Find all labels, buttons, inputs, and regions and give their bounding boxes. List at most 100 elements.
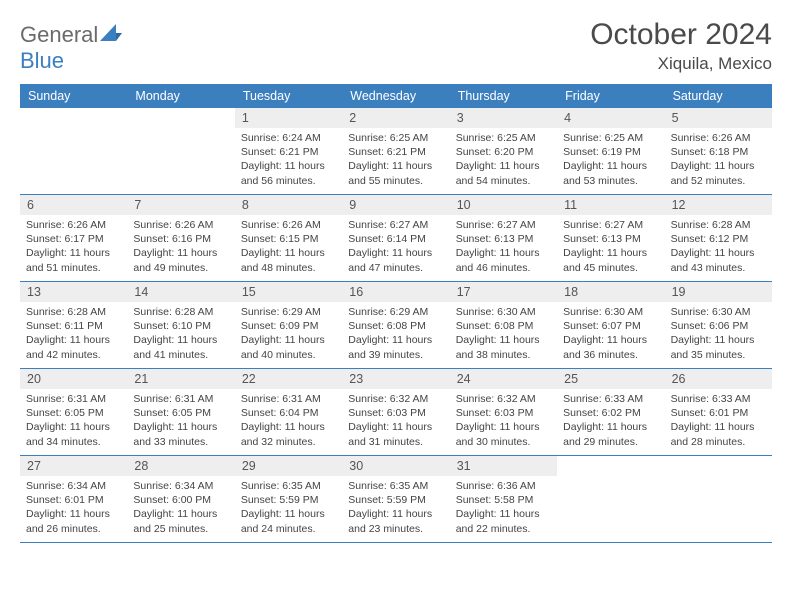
- day-details: Sunrise: 6:34 AMSunset: 6:01 PMDaylight:…: [20, 476, 127, 540]
- day-cell: [20, 108, 127, 194]
- day-number: 13: [20, 282, 127, 302]
- day-number: 14: [127, 282, 234, 302]
- day-number: 11: [557, 195, 664, 215]
- day-cell: 14Sunrise: 6:28 AMSunset: 6:10 PMDayligh…: [127, 282, 234, 368]
- day-number: 24: [450, 369, 557, 389]
- sail-icon: [100, 22, 122, 48]
- header: GeneralBlue October 2024 Xiquila, Mexico: [20, 18, 772, 74]
- logo-word-1: General: [20, 22, 98, 47]
- day-details: Sunrise: 6:30 AMSunset: 6:07 PMDaylight:…: [557, 302, 664, 366]
- week-row: 13Sunrise: 6:28 AMSunset: 6:11 PMDayligh…: [20, 282, 772, 369]
- day-number: 5: [665, 108, 772, 128]
- day-details: Sunrise: 6:26 AMSunset: 6:18 PMDaylight:…: [665, 128, 772, 192]
- day-details: Sunrise: 6:35 AMSunset: 5:59 PMDaylight:…: [235, 476, 342, 540]
- day-number: 19: [665, 282, 772, 302]
- title-block: October 2024 Xiquila, Mexico: [590, 18, 772, 74]
- day-details: Sunrise: 6:36 AMSunset: 5:58 PMDaylight:…: [450, 476, 557, 540]
- day-number: 29: [235, 456, 342, 476]
- day-cell: 9Sunrise: 6:27 AMSunset: 6:14 PMDaylight…: [342, 195, 449, 281]
- day-details: Sunrise: 6:28 AMSunset: 6:11 PMDaylight:…: [20, 302, 127, 366]
- day-cell: 20Sunrise: 6:31 AMSunset: 6:05 PMDayligh…: [20, 369, 127, 455]
- week-row: 1Sunrise: 6:24 AMSunset: 6:21 PMDaylight…: [20, 108, 772, 195]
- day-details: Sunrise: 6:31 AMSunset: 6:05 PMDaylight:…: [20, 389, 127, 453]
- day-header: Tuesday: [235, 84, 342, 108]
- day-cell: 1Sunrise: 6:24 AMSunset: 6:21 PMDaylight…: [235, 108, 342, 194]
- day-header: Monday: [127, 84, 234, 108]
- week-row: 20Sunrise: 6:31 AMSunset: 6:05 PMDayligh…: [20, 369, 772, 456]
- location: Xiquila, Mexico: [590, 54, 772, 74]
- day-cell: 3Sunrise: 6:25 AMSunset: 6:20 PMDaylight…: [450, 108, 557, 194]
- day-details: Sunrise: 6:29 AMSunset: 6:08 PMDaylight:…: [342, 302, 449, 366]
- day-cell: 16Sunrise: 6:29 AMSunset: 6:08 PMDayligh…: [342, 282, 449, 368]
- week-row: 27Sunrise: 6:34 AMSunset: 6:01 PMDayligh…: [20, 456, 772, 543]
- day-cell: 28Sunrise: 6:34 AMSunset: 6:00 PMDayligh…: [127, 456, 234, 542]
- day-cell: 11Sunrise: 6:27 AMSunset: 6:13 PMDayligh…: [557, 195, 664, 281]
- day-number: 16: [342, 282, 449, 302]
- day-number: 10: [450, 195, 557, 215]
- day-number: 30: [342, 456, 449, 476]
- day-number: 23: [342, 369, 449, 389]
- day-cell: 19Sunrise: 6:30 AMSunset: 6:06 PMDayligh…: [665, 282, 772, 368]
- day-details: Sunrise: 6:30 AMSunset: 6:06 PMDaylight:…: [665, 302, 772, 366]
- day-details: Sunrise: 6:25 AMSunset: 6:19 PMDaylight:…: [557, 128, 664, 192]
- day-number: 31: [450, 456, 557, 476]
- day-details: Sunrise: 6:34 AMSunset: 6:00 PMDaylight:…: [127, 476, 234, 540]
- calendar: SundayMondayTuesdayWednesdayThursdayFrid…: [20, 84, 772, 543]
- day-number: 7: [127, 195, 234, 215]
- day-number: 28: [127, 456, 234, 476]
- day-details: Sunrise: 6:29 AMSunset: 6:09 PMDaylight:…: [235, 302, 342, 366]
- logo-text: GeneralBlue: [20, 22, 122, 74]
- day-details: Sunrise: 6:32 AMSunset: 6:03 PMDaylight:…: [342, 389, 449, 453]
- day-header: Sunday: [20, 84, 127, 108]
- day-cell: 22Sunrise: 6:31 AMSunset: 6:04 PMDayligh…: [235, 369, 342, 455]
- day-details: Sunrise: 6:33 AMSunset: 6:02 PMDaylight:…: [557, 389, 664, 453]
- day-number: 6: [20, 195, 127, 215]
- day-number: 9: [342, 195, 449, 215]
- day-details: Sunrise: 6:26 AMSunset: 6:15 PMDaylight:…: [235, 215, 342, 279]
- day-cell: 15Sunrise: 6:29 AMSunset: 6:09 PMDayligh…: [235, 282, 342, 368]
- logo-word-2: Blue: [20, 48, 64, 73]
- day-cell: [127, 108, 234, 194]
- day-cell: 10Sunrise: 6:27 AMSunset: 6:13 PMDayligh…: [450, 195, 557, 281]
- day-cell: 6Sunrise: 6:26 AMSunset: 6:17 PMDaylight…: [20, 195, 127, 281]
- day-number: 8: [235, 195, 342, 215]
- day-cell: 17Sunrise: 6:30 AMSunset: 6:08 PMDayligh…: [450, 282, 557, 368]
- day-cell: [557, 456, 664, 542]
- day-cell: 24Sunrise: 6:32 AMSunset: 6:03 PMDayligh…: [450, 369, 557, 455]
- day-details: Sunrise: 6:27 AMSunset: 6:13 PMDaylight:…: [450, 215, 557, 279]
- day-number: 22: [235, 369, 342, 389]
- day-number: 25: [557, 369, 664, 389]
- day-number: 17: [450, 282, 557, 302]
- day-header: Saturday: [665, 84, 772, 108]
- day-details: Sunrise: 6:27 AMSunset: 6:14 PMDaylight:…: [342, 215, 449, 279]
- day-details: Sunrise: 6:26 AMSunset: 6:17 PMDaylight:…: [20, 215, 127, 279]
- day-details: Sunrise: 6:25 AMSunset: 6:20 PMDaylight:…: [450, 128, 557, 192]
- day-number: 2: [342, 108, 449, 128]
- day-number: [665, 456, 772, 476]
- day-cell: 23Sunrise: 6:32 AMSunset: 6:03 PMDayligh…: [342, 369, 449, 455]
- day-number: 18: [557, 282, 664, 302]
- day-number: [557, 456, 664, 476]
- day-details: Sunrise: 6:35 AMSunset: 5:59 PMDaylight:…: [342, 476, 449, 540]
- day-cell: 7Sunrise: 6:26 AMSunset: 6:16 PMDaylight…: [127, 195, 234, 281]
- day-details: Sunrise: 6:30 AMSunset: 6:08 PMDaylight:…: [450, 302, 557, 366]
- day-cell: 29Sunrise: 6:35 AMSunset: 5:59 PMDayligh…: [235, 456, 342, 542]
- day-details: Sunrise: 6:27 AMSunset: 6:13 PMDaylight:…: [557, 215, 664, 279]
- day-details: Sunrise: 6:25 AMSunset: 6:21 PMDaylight:…: [342, 128, 449, 192]
- day-cell: 13Sunrise: 6:28 AMSunset: 6:11 PMDayligh…: [20, 282, 127, 368]
- day-cell: 30Sunrise: 6:35 AMSunset: 5:59 PMDayligh…: [342, 456, 449, 542]
- day-number: 26: [665, 369, 772, 389]
- day-cell: 5Sunrise: 6:26 AMSunset: 6:18 PMDaylight…: [665, 108, 772, 194]
- day-number: 1: [235, 108, 342, 128]
- day-cell: 4Sunrise: 6:25 AMSunset: 6:19 PMDaylight…: [557, 108, 664, 194]
- day-cell: 2Sunrise: 6:25 AMSunset: 6:21 PMDaylight…: [342, 108, 449, 194]
- day-cell: [665, 456, 772, 542]
- day-number: 3: [450, 108, 557, 128]
- day-number: [127, 108, 234, 128]
- day-header-row: SundayMondayTuesdayWednesdayThursdayFrid…: [20, 84, 772, 108]
- day-details: Sunrise: 6:33 AMSunset: 6:01 PMDaylight:…: [665, 389, 772, 453]
- day-number: 27: [20, 456, 127, 476]
- day-number: 4: [557, 108, 664, 128]
- day-cell: 26Sunrise: 6:33 AMSunset: 6:01 PMDayligh…: [665, 369, 772, 455]
- day-header: Wednesday: [342, 84, 449, 108]
